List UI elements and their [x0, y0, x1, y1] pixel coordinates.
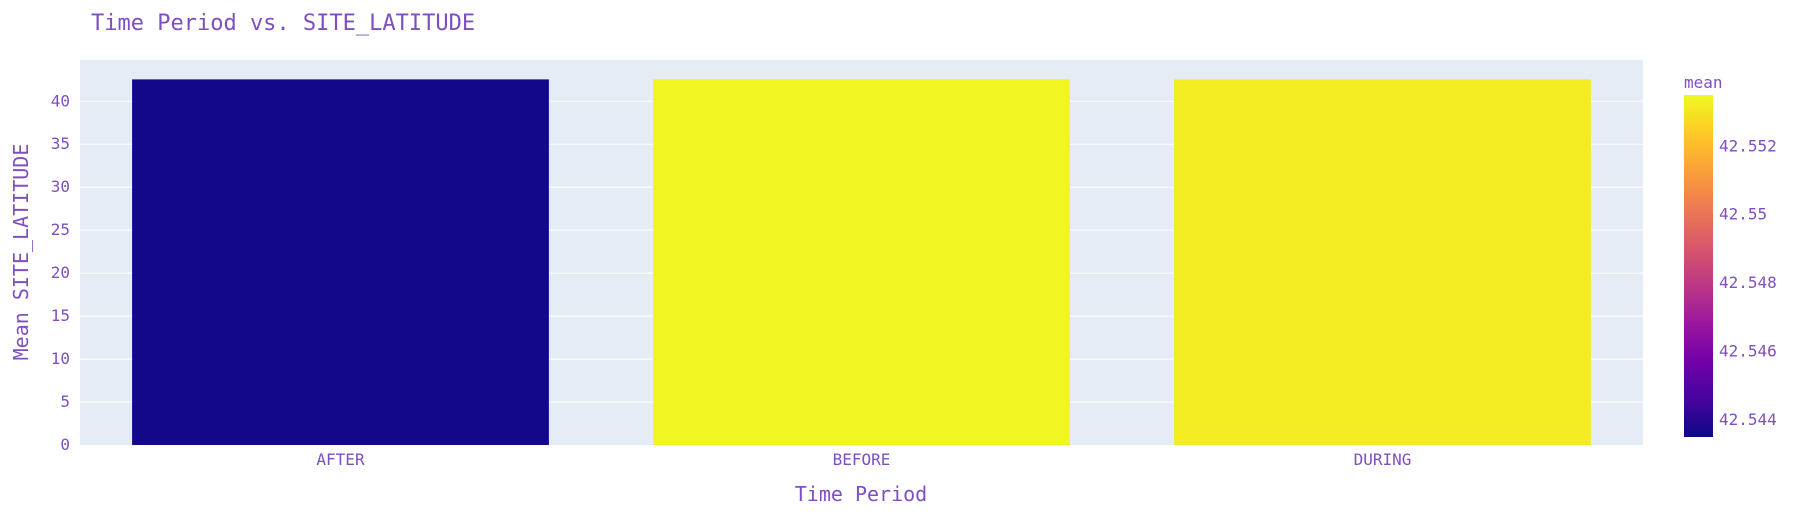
colorbar-tick-label: 42.546: [1719, 342, 1777, 361]
y-tick-label: 10: [51, 349, 70, 368]
y-tick-label: 35: [51, 134, 70, 153]
chart-title: Time Period vs. SITE_LATITUDE: [91, 11, 475, 36]
colorbar-title: mean: [1684, 73, 1723, 92]
y-tick-label: 30: [51, 177, 70, 196]
bar-during[interactable]: [1174, 79, 1591, 445]
y-tick-label: 40: [51, 91, 70, 110]
x-tick-labels: AFTER BEFORE DURING: [316, 450, 1411, 469]
bar-after[interactable]: [132, 79, 549, 446]
y-tick-label: 15: [51, 306, 70, 325]
colorbar-tick-label: 42.548: [1719, 273, 1777, 292]
x-tick-label: BEFORE: [833, 450, 891, 469]
y-tick-labels: 0 5 10 15 20 25 30 35 40: [51, 91, 70, 454]
y-tick-label: 5: [60, 392, 70, 411]
y-axis-label: Mean SITE_LATITUDE: [9, 144, 33, 361]
bars: [132, 79, 1591, 446]
bar-before[interactable]: [653, 79, 1070, 446]
colorbar-tick-labels: 42.544 42.546 42.548 42.55 42.552: [1719, 136, 1777, 429]
colorbar-tick-label: 42.55: [1719, 205, 1767, 224]
colorbar: [1684, 95, 1713, 437]
colorbar-tick-label: 42.552: [1719, 136, 1777, 155]
y-tick-label: 0: [60, 435, 70, 454]
x-tick-label: DURING: [1354, 450, 1412, 469]
colorbar-tick-label: 42.544: [1719, 410, 1777, 429]
y-tick-label: 25: [51, 220, 70, 239]
x-axis-label: Time Period: [795, 482, 927, 506]
y-tick-label: 20: [51, 263, 70, 282]
x-tick-label: AFTER: [316, 450, 365, 469]
